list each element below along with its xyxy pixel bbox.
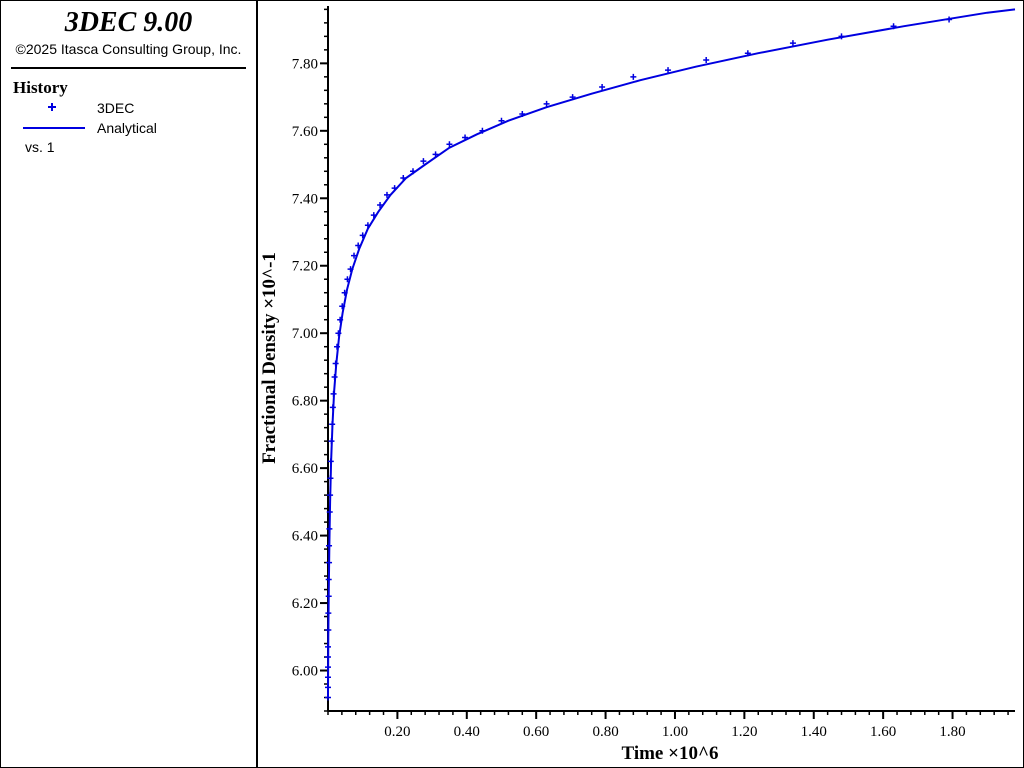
y-tick-label: 7.60 [292,124,318,140]
y-tick-label: 7.00 [292,326,318,342]
x-tick-label: 1.20 [731,724,757,740]
y-tick-label: 6.60 [292,461,318,477]
x-axis-major-ticks [396,711,954,719]
y-axis-major-ticks [320,62,328,672]
three-dec-point [703,56,710,63]
analytical-series-line [327,8,1016,698]
title-divider [11,67,246,69]
three-dec-point [383,191,390,198]
x-tick-label: 0.60 [523,724,549,740]
legend-label-3dec: 3DEC [97,100,135,116]
x-tick-label: 0.20 [384,724,410,740]
three-dec-point [665,67,672,74]
three-dec-point [420,158,427,165]
y-tick-label: 6.40 [292,529,318,545]
three-dec-point [630,73,637,80]
y-tick-label: 7.80 [292,56,318,72]
series-layer [325,8,1016,701]
x-tick-label: 1.80 [939,724,965,740]
three-dec-point [446,141,453,148]
y-tick-label: 6.00 [292,664,318,680]
y-tick-label: 6.80 [292,394,318,410]
legend-line-marker-icon [23,127,85,129]
y-tick-label: 6.20 [292,596,318,612]
x-tick-label: 0.40 [454,724,480,740]
x-tick-label: 1.60 [870,724,896,740]
three-dec-point [599,83,606,90]
y-tick-label: 7.20 [292,259,318,275]
y-axis-tick-labels: 6.00 6.20 6.40 6.60 6.80 7.00 7.20 7.40 7.60 7.80 [292,56,318,679]
legend-vs-label: vs. 1 [25,139,55,155]
app-title: 3DEC 9.00 [64,7,193,38]
legend-plus-marker-icon [48,103,56,111]
x-tick-label: 1.00 [662,724,688,740]
legend-panel: 3DEC 9.00 ©2025 Itasca Consulting Group,… [1,1,258,767]
x-tick-label: 0.80 [592,724,618,740]
legend-label-analytical: Analytical [97,120,157,136]
x-tick-label: 1.40 [801,724,827,740]
x-axis-tick-labels: 0.20 0.40 0.60 0.80 1.00 1.20 1.40 1.60 1.80 [384,724,965,740]
y-tick-label: 7.40 [292,191,318,207]
x-axis-minor-ticks [327,711,1009,715]
y-axis-title: Fractional Density ×10^-1 [259,252,280,464]
legend-title: History [13,78,68,97]
copyright-text: ©2025 Itasca Consulting Group, Inc. [15,41,242,57]
three-dec-point [543,100,550,107]
x-axis-title: Time ×10^6 [622,743,719,764]
three-dec-point [789,40,796,47]
three-dec-series-markers [325,16,953,701]
